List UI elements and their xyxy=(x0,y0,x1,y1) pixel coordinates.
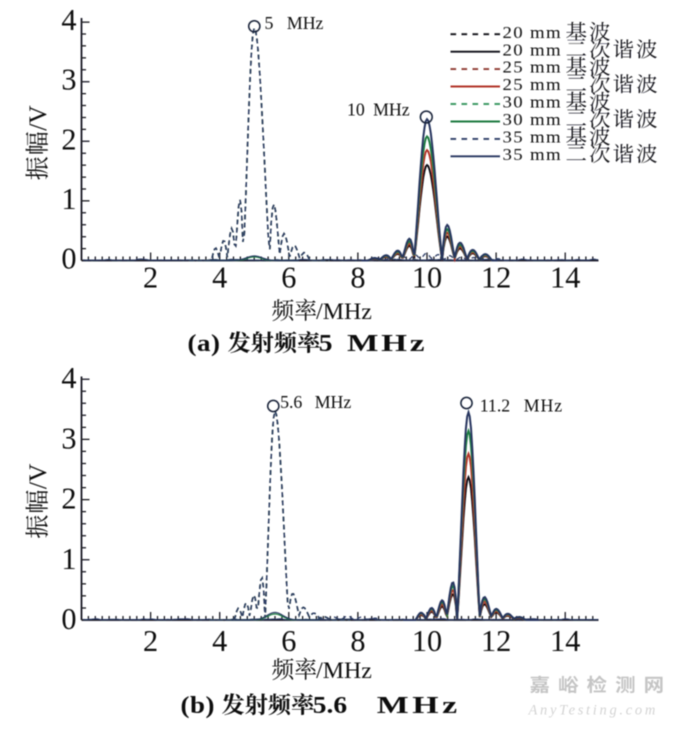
svg-text:3: 3 xyxy=(61,63,76,97)
svg-text:/MHz: /MHz xyxy=(316,658,372,683)
svg-text:(a): (a) xyxy=(188,329,221,357)
svg-text:/V: /V xyxy=(23,463,52,489)
svg-text:2: 2 xyxy=(143,261,158,295)
svg-text:0: 0 xyxy=(61,602,76,636)
svg-text:30 mm: 30 mm xyxy=(503,93,562,112)
svg-text:1: 1 xyxy=(61,182,76,216)
svg-text:MHz: MHz xyxy=(287,13,324,33)
svg-text:MHz: MHz xyxy=(315,392,352,412)
svg-text:10: 10 xyxy=(347,99,365,119)
svg-text:30 mm: 30 mm xyxy=(503,110,562,129)
svg-text:5.6: 5.6 xyxy=(313,691,347,718)
svg-text:/MHz: /MHz xyxy=(316,299,372,324)
svg-text:2: 2 xyxy=(61,482,76,516)
svg-text:AnyTesting.com: AnyTesting.com xyxy=(528,703,659,719)
svg-text:4: 4 xyxy=(61,361,76,395)
svg-text:5: 5 xyxy=(265,13,274,33)
svg-text:1: 1 xyxy=(61,542,76,576)
svg-text:20 mm: 20 mm xyxy=(503,23,562,42)
svg-text:8: 8 xyxy=(350,624,365,658)
svg-text:0: 0 xyxy=(61,242,76,276)
svg-text:MHz: MHz xyxy=(373,99,410,119)
svg-text:(b): (b) xyxy=(181,691,216,719)
svg-text:35 mm: 35 mm xyxy=(503,127,562,146)
svg-text:14: 14 xyxy=(550,624,580,658)
svg-text:25 mm: 25 mm xyxy=(503,58,562,77)
svg-text:5.6: 5.6 xyxy=(280,392,302,412)
svg-text:MHz: MHz xyxy=(377,692,461,719)
svg-text:11.2: 11.2 xyxy=(480,395,510,415)
svg-text:2: 2 xyxy=(143,624,158,658)
svg-text:4: 4 xyxy=(212,624,227,658)
svg-text:20 mm: 20 mm xyxy=(503,40,562,59)
svg-text:10: 10 xyxy=(412,261,442,295)
svg-text:10: 10 xyxy=(412,624,442,658)
svg-text:12: 12 xyxy=(481,624,511,658)
svg-text:25 mm: 25 mm xyxy=(503,75,562,94)
svg-text:MHz: MHz xyxy=(524,395,563,415)
svg-text:8: 8 xyxy=(350,261,365,295)
svg-text:3: 3 xyxy=(61,421,76,455)
svg-text:6: 6 xyxy=(281,624,296,658)
svg-text:14: 14 xyxy=(550,261,580,295)
svg-text:4: 4 xyxy=(212,261,227,295)
svg-text:35 mm: 35 mm xyxy=(503,145,562,164)
svg-text:MHz: MHz xyxy=(347,330,427,357)
svg-text:12: 12 xyxy=(481,261,511,295)
svg-text:6: 6 xyxy=(281,261,296,295)
svg-text:2: 2 xyxy=(61,122,76,156)
svg-text:/V: /V xyxy=(23,105,52,131)
svg-text:5: 5 xyxy=(319,329,333,356)
svg-text:4: 4 xyxy=(61,3,76,37)
